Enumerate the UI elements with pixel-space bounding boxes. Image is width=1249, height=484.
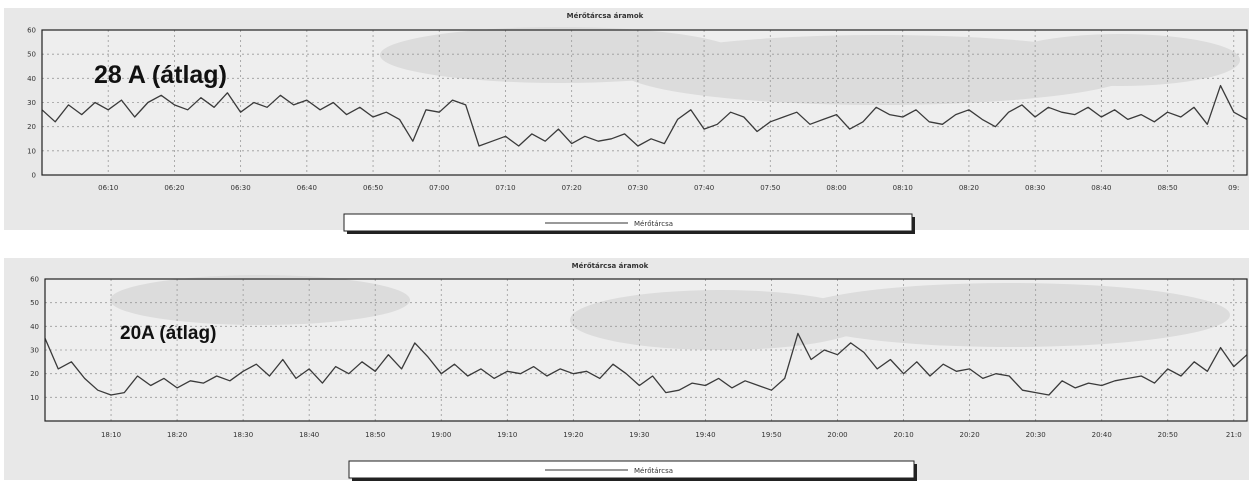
chart-2-y-axis: 10 20 30 40 50 60 bbox=[30, 276, 39, 402]
chart-1-y-axis: 0 10 20 30 40 50 60 bbox=[27, 27, 36, 180]
chart-1-xtick-label: 06:10 bbox=[98, 184, 118, 192]
chart-1-xtick-label: 07:20 bbox=[562, 184, 582, 192]
chart-1-x-axis: 06:10 06:20 06:30 06:40 06:50 07:00 07:10 07:20… bbox=[98, 184, 1239, 192]
chart-2-xtick-label: 18:20 bbox=[167, 431, 187, 439]
chart-1-xtick-label: 06:30 bbox=[231, 184, 251, 192]
chart-2-xtick-label: 18:50 bbox=[365, 431, 385, 439]
chart-2-x-axis: 18:10 18:20 18:30 18:40 18:50 19:00 19:10 19:20… bbox=[101, 431, 1242, 439]
chart-1-annotation: 28 A (átlag) bbox=[94, 61, 227, 89]
chart-1-title: Mérőtárcsa áramok bbox=[567, 11, 644, 20]
chart-1-xtick-label: 07:30 bbox=[628, 184, 648, 192]
chart-2-xtick-label: 20:00 bbox=[827, 431, 847, 439]
chart-2-series-line bbox=[44, 332, 1248, 396]
chart-1-ytick-label: 50 bbox=[27, 51, 36, 59]
chart-2-xtick-label: 19:30 bbox=[629, 431, 649, 439]
chart-1-legend-label: Mérőtárcsa bbox=[634, 219, 673, 228]
chart-2-xtick-label: 18:30 bbox=[233, 431, 253, 439]
chart-1-xtick-label: 08:10 bbox=[893, 184, 913, 192]
chart-2-ytick-label: 40 bbox=[30, 323, 39, 331]
chart-1-xtick-label: 06:40 bbox=[297, 184, 317, 192]
chart-2-xtick-label: 18:40 bbox=[299, 431, 319, 439]
chart-2-xtick-label: 20:10 bbox=[893, 431, 913, 439]
chart-1-ytick-label: 10 bbox=[27, 147, 36, 155]
chart-2-xtick-label: 20:20 bbox=[960, 431, 980, 439]
chart-1-xtick-label: 08:30 bbox=[1025, 184, 1045, 192]
chart-2-xtick-label: 19:20 bbox=[563, 431, 583, 439]
chart-1-xtick-label: 08:40 bbox=[1091, 184, 1111, 192]
chart-1-xtick-label: 08:50 bbox=[1157, 184, 1177, 192]
chart-2-xtick-label: 20:40 bbox=[1092, 431, 1112, 439]
chart-1-series-line bbox=[41, 84, 1248, 147]
chart-1-frame bbox=[41, 29, 1248, 176]
chart-1-xtick-label: 07:50 bbox=[760, 184, 780, 192]
chart-2-legend: Mérőtárcsa bbox=[348, 460, 917, 481]
chart-1-xtick-label: 07:00 bbox=[429, 184, 449, 192]
chart-1-xtick-label: 08:00 bbox=[826, 184, 846, 192]
chart-2-background-image bbox=[110, 275, 1230, 350]
chart-1-ytick-label: 20 bbox=[27, 123, 36, 131]
chart-2-xtick-label: 20:50 bbox=[1158, 431, 1178, 439]
chart-1-ytick-label: 40 bbox=[27, 75, 36, 83]
chart-1-ytick-label: 0 bbox=[32, 172, 36, 180]
chart-2-frame bbox=[44, 278, 1248, 422]
chart-2-legend-label: Mérőtárcsa bbox=[634, 466, 673, 475]
chart-2-annotation: 20A (átlag) bbox=[120, 323, 216, 344]
chart-2-ytick-label: 60 bbox=[30, 276, 39, 284]
chart-2: Mérőtárcsa áramok 10 20 30 40 50 60 18:10 18:2… bbox=[4, 258, 1249, 481]
chart-2-ytick-label: 10 bbox=[30, 394, 39, 402]
chart-2-xtick-label: 19:10 bbox=[497, 431, 517, 439]
chart-2-xtick-label: 19:00 bbox=[431, 431, 451, 439]
chart-1-xtick-label: 06:50 bbox=[363, 184, 383, 192]
chart-2-xtick-label: 20:30 bbox=[1026, 431, 1046, 439]
chart-1-legend: Mérőtárcsa bbox=[343, 213, 915, 234]
chart-2-grid bbox=[45, 279, 1247, 421]
chart-1-xtick-label: 09: bbox=[1228, 184, 1239, 192]
chart-2-xtick-label: 19:50 bbox=[761, 431, 781, 439]
chart-1-ytick-label: 60 bbox=[27, 27, 36, 35]
chart-1-xtick-label: 06:20 bbox=[164, 184, 184, 192]
chart-2-ytick-label: 30 bbox=[30, 347, 39, 355]
chart-1-ytick-label: 30 bbox=[27, 99, 36, 107]
chart-1-xtick-label: 08:20 bbox=[959, 184, 979, 192]
chart-1-xtick-label: 07:40 bbox=[694, 184, 714, 192]
chart-2-title: Mérőtárcsa áramok bbox=[572, 261, 649, 270]
chart-2-ytick-label: 20 bbox=[30, 370, 39, 378]
chart-2-ytick-label: 50 bbox=[30, 299, 39, 307]
chart-2-xtick-label: 19:40 bbox=[695, 431, 715, 439]
chart-1-xtick-label: 07:10 bbox=[495, 184, 515, 192]
chart-2-xtick-label: 18:10 bbox=[101, 431, 121, 439]
chart-1-background-image bbox=[380, 27, 1240, 105]
chart-2-xtick-label: 21:0 bbox=[1226, 431, 1242, 439]
chart-1-grid bbox=[42, 30, 1247, 175]
